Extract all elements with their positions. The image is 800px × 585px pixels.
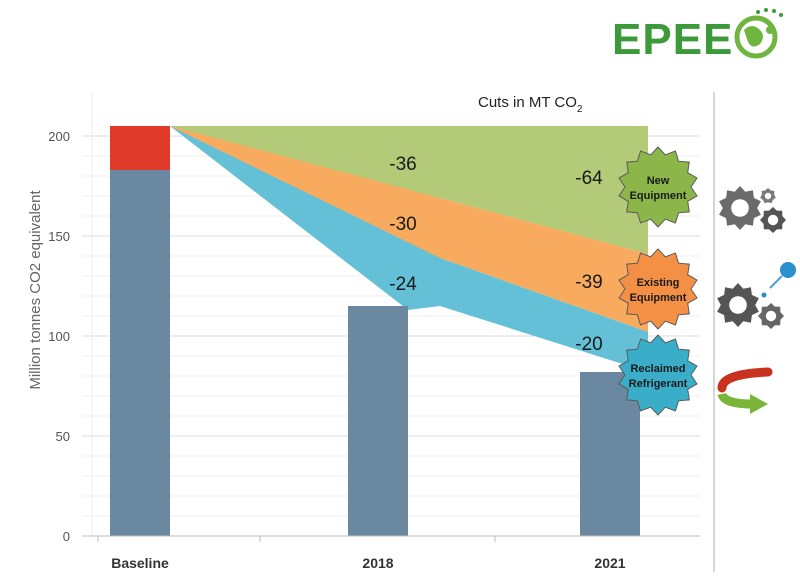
cut-areas bbox=[170, 126, 648, 372]
chart-title-main: Cuts in MT CO bbox=[478, 94, 577, 111]
badge-label-line2: Equipment bbox=[630, 292, 687, 304]
badge-existing-equipment: Existing Equipment bbox=[618, 248, 698, 330]
cut-label: -20 bbox=[575, 334, 602, 355]
chart-title-subscript: 2 bbox=[577, 104, 583, 115]
recycle-arrow-icon bbox=[717, 367, 773, 414]
cut-label: -64 bbox=[575, 168, 603, 189]
gear-icon bbox=[760, 207, 786, 233]
badge-label-line2: Refrigerant bbox=[629, 378, 688, 390]
gears-icon bbox=[719, 186, 786, 233]
globe-icon bbox=[734, 15, 778, 59]
badge-new-equipment: New Equipment bbox=[618, 146, 698, 228]
stars-icon bbox=[756, 8, 783, 17]
y-tick-label: 50 bbox=[56, 429, 70, 444]
bars bbox=[110, 126, 640, 536]
drop-icon bbox=[780, 262, 796, 278]
y-tick-label: 100 bbox=[48, 329, 70, 344]
drop-small bbox=[761, 292, 767, 298]
y-tick-label: 150 bbox=[48, 229, 70, 244]
y-axis-label: Million tonnes CO2 equivalent bbox=[27, 190, 44, 390]
badge-label-line1: New bbox=[647, 175, 670, 187]
badge-label-line1: Reclaimed bbox=[630, 363, 685, 375]
badge-label-line1: Existing bbox=[637, 277, 680, 289]
badge-shape bbox=[618, 146, 698, 228]
red-arrow-arc bbox=[717, 367, 773, 393]
bar-baseline bbox=[110, 170, 170, 536]
x-tick-label: 2021 bbox=[594, 555, 625, 571]
cut-labels: -36 -64 -30 -39 -24 -20 bbox=[389, 154, 603, 355]
bar-baseline-top-segment bbox=[110, 126, 170, 170]
badge-label-line2: Equipment bbox=[630, 190, 687, 202]
cut-area-existing-equipment bbox=[170, 126, 648, 332]
badges: NewEquipmentExistingEquipmentReclaimedRe… bbox=[618, 146, 698, 416]
badge-shape bbox=[618, 334, 698, 416]
cut-area-reclaimed-refrigerant bbox=[170, 126, 648, 372]
y-tick-label: 200 bbox=[48, 129, 70, 144]
cut-label: -24 bbox=[389, 274, 417, 295]
drop-line bbox=[769, 275, 783, 289]
x-tick-label: 2018 bbox=[362, 555, 393, 571]
gear-icon bbox=[760, 188, 776, 204]
gear-icon bbox=[758, 303, 784, 329]
logo-text: EPEE bbox=[612, 15, 733, 64]
gears-drop-icon bbox=[717, 262, 796, 329]
gear-icon bbox=[719, 186, 761, 230]
x-tick-label: Baseline bbox=[111, 555, 169, 571]
cut-label: -39 bbox=[575, 272, 602, 293]
y-tick-label: 0 bbox=[63, 529, 70, 544]
gear-icon bbox=[717, 283, 759, 327]
cut-label: -30 bbox=[389, 214, 416, 235]
chart-title: Cuts in MT CO2 bbox=[478, 94, 583, 115]
cut-label: -36 bbox=[389, 154, 416, 175]
bar-2018 bbox=[348, 306, 408, 536]
icons bbox=[717, 186, 796, 414]
badge-reclaimed-refrigerant: Reclaimed Refrigerant bbox=[618, 334, 698, 416]
green-arrow-arc bbox=[717, 392, 753, 409]
green-arrow-head bbox=[750, 394, 768, 414]
epee-logo: EPEE bbox=[612, 8, 783, 64]
badge-shape bbox=[618, 248, 698, 330]
axes: 0 50 100 150 200 Baseline 2018 2021 bbox=[48, 129, 700, 571]
